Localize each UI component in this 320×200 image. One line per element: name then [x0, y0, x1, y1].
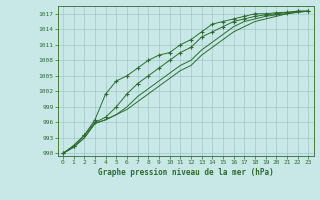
X-axis label: Graphe pression niveau de la mer (hPa): Graphe pression niveau de la mer (hPa) — [98, 168, 274, 177]
